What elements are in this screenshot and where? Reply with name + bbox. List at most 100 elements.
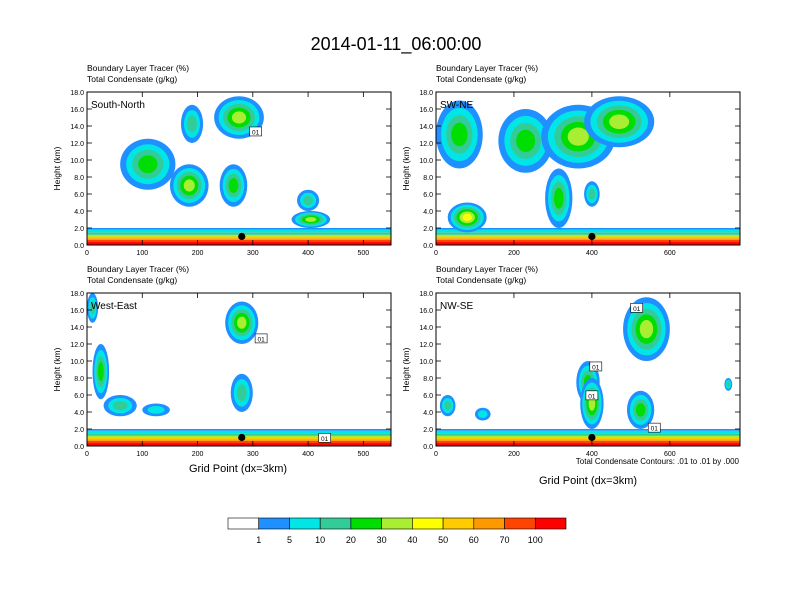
boundary-layer-band <box>436 228 740 230</box>
tracer-region <box>554 187 564 209</box>
tracer-region <box>303 195 314 206</box>
colorbar-label: 70 <box>500 535 510 545</box>
y-tick-label: 14.0 <box>419 124 433 131</box>
boundary-layer-band <box>436 437 740 440</box>
x-tick-label: 100 <box>136 250 148 257</box>
x-tick-label: 0 <box>85 250 89 257</box>
contour-label-box <box>589 361 603 372</box>
tracer-region <box>90 301 95 315</box>
x-tick-label: 300 <box>247 250 259 257</box>
colorbar-label: 1 <box>256 535 261 545</box>
panel-subtitle-tracer: Boundary Layer Tracer (%) <box>87 264 189 274</box>
y-tick-label: 14.0 <box>419 325 433 332</box>
tracer-region <box>588 188 596 200</box>
panel-subtitle-tracer: Boundary Layer Tracer (%) <box>436 63 538 73</box>
tracer-region <box>635 403 646 417</box>
y-tick-label: 10.0 <box>70 359 84 366</box>
y-tick-label: 12.0 <box>70 342 84 349</box>
panel-name: South-North <box>91 100 145 111</box>
boundary-layer-band <box>436 236 740 239</box>
colorbar-bin <box>381 517 413 530</box>
contour-label: 01 <box>592 364 600 371</box>
x-tick-label: 500 <box>358 451 370 458</box>
y-tick-label: 12.0 <box>419 141 433 148</box>
plot-frame <box>435 292 741 447</box>
tracer-region <box>305 217 317 222</box>
y-tick-label: 16.0 <box>419 107 433 114</box>
colorbar-bin <box>319 517 352 530</box>
boundary-layer-band <box>87 232 391 235</box>
panel-4: 0.0 2.0 4.0 6.0 8.0 10.0 12.0 14.0 16.0 18.0 0 200 4… <box>401 264 741 458</box>
y-tick-label: 14.0 <box>70 124 84 131</box>
boundary-layer-band <box>87 443 391 446</box>
y-tick-label: 8.0 <box>423 376 433 383</box>
boundary-layer-band <box>87 228 391 230</box>
y-tick-label: 6.0 <box>423 393 433 400</box>
boundary-layer-band <box>436 430 740 434</box>
colorbar-label: 60 <box>469 535 479 545</box>
y-tick-label: 10.0 <box>70 158 84 165</box>
x-axis-label-left: Grid Point (dx=3km) <box>189 463 287 475</box>
tracer-region <box>228 178 239 193</box>
contour-label-box <box>318 433 331 443</box>
x-tick-label: 600 <box>664 451 676 458</box>
tracer-region <box>462 213 472 221</box>
plot-area <box>436 297 740 446</box>
panel-subtitle-condensate: Total Condensate (g/kg) <box>87 74 177 84</box>
tracer-region <box>112 400 128 411</box>
contour-label-box <box>254 333 268 344</box>
y-tick-label: 16.0 <box>70 107 84 114</box>
boundary-layer-band <box>436 239 740 243</box>
tracer-region <box>516 129 536 152</box>
x-tick-label: 200 <box>508 451 520 458</box>
y-axis-label: Height (km) <box>401 347 411 391</box>
y-tick-label: 0.0 <box>423 243 433 250</box>
colorbar-label: 50 <box>438 535 448 545</box>
tracer-region <box>609 114 630 130</box>
contour-note: Total Condensate Contours: .01 to .01 by… <box>576 457 740 466</box>
boundary-layer-band <box>436 435 740 438</box>
x-axis-label-right: Grid Point (dx=3km) <box>539 475 637 487</box>
x-tick-label: 400 <box>586 250 598 257</box>
plot-area <box>436 96 740 245</box>
colorbar-label: 20 <box>346 535 356 545</box>
colorbar-bin <box>289 517 321 530</box>
contour-label: 01 <box>257 336 265 343</box>
panels-group: 0.02.04.06.08.010.012.014.016.018.00 100 2… <box>52 63 741 458</box>
y-tick-label: 12.0 <box>419 342 433 349</box>
colorbar: 1 5 10 20 30 40 50 60 70 100 <box>227 517 567 545</box>
panel-subtitle-condensate: Total Condensate (g/kg) <box>436 74 526 84</box>
tracer-region <box>231 111 247 124</box>
boundary-layer-band <box>87 429 391 431</box>
y-tick-label: 18.0 <box>70 291 84 298</box>
x-tick-label: 0 <box>85 451 89 458</box>
boundary-layer-band <box>436 433 740 436</box>
figure-title: 2014-01-11_06:00:00 <box>311 34 482 55</box>
contour-label-box <box>647 422 661 433</box>
y-axis-label: Height (km) <box>52 146 62 190</box>
panel-1: 0.0 2.0 4.0 6.0 8.0 10.0 12.0 14.0 16.0 18.0 0 100 2… <box>52 63 392 257</box>
boundary-layer-band <box>87 440 391 444</box>
y-tick-label: 4.0 <box>423 209 433 216</box>
colorbar-label: 5 <box>287 535 292 545</box>
y-tick-label: 18.0 <box>70 90 84 97</box>
x-tick-label: 400 <box>586 451 598 458</box>
colorbar-bin <box>534 517 567 530</box>
tracer-region <box>138 155 158 174</box>
y-tick-label: 16.0 <box>419 308 433 315</box>
location-marker <box>588 232 596 241</box>
tracer-region <box>477 410 488 419</box>
y-tick-label: 10.0 <box>419 359 433 366</box>
boundary-layer-band <box>87 229 391 233</box>
boundary-layer-band <box>436 429 740 431</box>
y-tick-label: 0.0 <box>423 444 433 451</box>
y-tick-label: 6.0 <box>423 192 433 199</box>
plot-area <box>87 96 391 245</box>
tracer-region <box>236 384 247 402</box>
y-tick-label: 8.0 <box>74 175 84 182</box>
panel-subtitle-tracer: Boundary Layer Tracer (%) <box>87 63 189 73</box>
x-tick-label: 300 <box>247 451 259 458</box>
contour-label-box <box>249 126 262 137</box>
boundary-layer-band <box>436 232 740 235</box>
